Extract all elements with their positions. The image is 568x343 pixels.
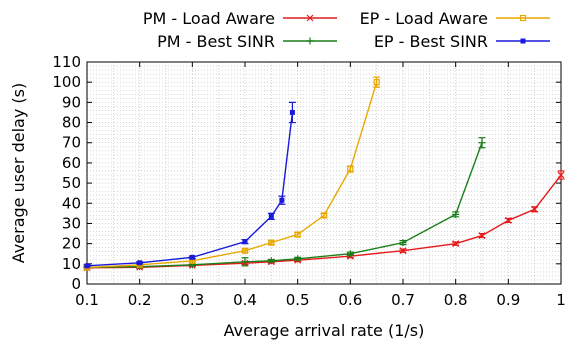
- legend-entry-1: PM - Load Aware: [143, 9, 337, 28]
- data-point: [242, 239, 248, 245]
- y-axis-title: Average user delay (s): [9, 83, 28, 263]
- x-axis-title: Average arrival rate (1/s): [224, 321, 425, 340]
- series-line: [86, 142, 483, 269]
- y-tick-label: 50: [62, 174, 81, 192]
- data-point: [267, 257, 275, 265]
- legend-marker: [306, 14, 314, 22]
- data-point: [320, 212, 328, 219]
- legend-marker: [520, 38, 526, 44]
- data-point: [137, 260, 143, 266]
- data-point: [452, 240, 460, 248]
- x-tick-label: 0.7: [391, 291, 415, 309]
- legend-label: PM - Best SINR: [157, 32, 275, 51]
- y-tick-label: 90: [62, 93, 81, 111]
- data-point: [478, 232, 486, 239]
- legend-marker: [519, 14, 527, 22]
- x-tick-label: 0.5: [286, 291, 310, 309]
- y-tick-label: 110: [52, 53, 81, 71]
- data-point: [279, 197, 285, 203]
- legend: PM - Load Aware PM - Best SINR EP - Load A…: [143, 9, 550, 51]
- x-tick-label: 0.2: [128, 291, 152, 309]
- series-line: [86, 112, 294, 267]
- legend-entry-3: EP - Load Aware: [360, 9, 550, 28]
- data-point: [84, 263, 90, 269]
- x-tick-label: 0.9: [496, 291, 520, 309]
- legend-label: EP - Best SINR: [374, 32, 488, 51]
- x-tick-label: 0.6: [338, 291, 362, 309]
- data-point: [289, 109, 295, 115]
- data-point: [346, 250, 354, 258]
- y-tick-label: 70: [62, 134, 81, 152]
- data-point: [241, 247, 249, 254]
- data-point: [294, 231, 301, 238]
- y-tick-label: 100: [52, 73, 81, 91]
- data-point: [504, 217, 512, 224]
- y-tick-label: 40: [62, 194, 81, 212]
- legend-label: PM - Load Aware: [143, 9, 275, 28]
- legend-label: EP - Load Aware: [360, 9, 488, 28]
- data-point: [268, 213, 274, 219]
- data-point: [399, 239, 407, 247]
- y-tick-label: 60: [62, 154, 81, 172]
- y-tick-label: 30: [62, 214, 81, 232]
- series-4: [83, 101, 296, 269]
- data-point: [294, 255, 302, 263]
- x-tick-label: 0.4: [233, 291, 257, 309]
- data-point: [189, 254, 195, 260]
- series-layer: [83, 76, 565, 272]
- y-tick-label: 10: [62, 255, 81, 273]
- grid: [86, 61, 562, 285]
- data-point: [399, 247, 407, 255]
- x-tick-label: 0.1: [75, 291, 99, 309]
- y-tick-label: 80: [62, 114, 81, 132]
- data-point: [188, 261, 196, 269]
- data-point: [268, 239, 275, 246]
- y-tick-label: 0: [71, 275, 81, 293]
- data-point: [452, 210, 460, 218]
- y-tick-label: 20: [62, 235, 81, 253]
- series-3: [83, 76, 381, 271]
- x-tick-label: 1: [556, 291, 566, 309]
- data-point: [241, 258, 249, 266]
- data-point: [557, 171, 565, 179]
- x-tick-label: 0.8: [444, 291, 468, 309]
- data-point: [531, 205, 539, 213]
- axis-ticks: 0.1 0.2 0.3 0.4 0.5 0.6 0.7 0.8 0.9 1010203040506…: [52, 53, 565, 309]
- data-point: [373, 79, 380, 86]
- series-2: [83, 137, 486, 271]
- error-bar: [373, 76, 381, 88]
- legend-entry-4: EP - Best SINR: [374, 32, 550, 51]
- legend-entry-2: PM - Best SINR: [157, 32, 337, 51]
- x-tick-label: 0.3: [180, 291, 204, 309]
- data-point: [347, 165, 354, 173]
- legend-marker: [306, 37, 314, 45]
- data-point: [478, 139, 486, 147]
